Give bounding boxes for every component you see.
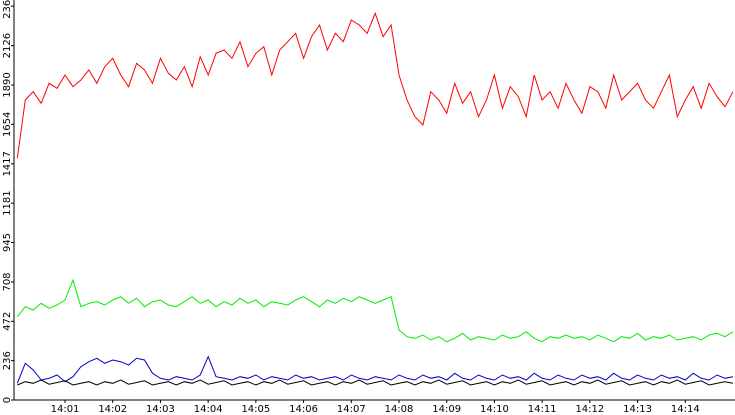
y-tick-label: 1654 xyxy=(2,112,13,137)
y-tick-label: 2126 xyxy=(2,33,13,58)
series-line xyxy=(17,379,734,386)
x-tick-label: 14:09 xyxy=(432,404,461,415)
x-tick-label: 14:11 xyxy=(528,404,557,415)
y-tick-label: 472 xyxy=(2,312,13,331)
x-tick-label: 14:14 xyxy=(671,404,700,415)
series-line xyxy=(16,11,734,159)
x-tick-label: 14:06 xyxy=(289,404,318,415)
x-tick-label: 14:02 xyxy=(98,404,127,415)
y-tick-label: 945 xyxy=(2,233,13,252)
x-tick-label: 14:07 xyxy=(337,404,366,415)
y-tick-label: 236 xyxy=(2,351,13,370)
x-tick-label: 14:13 xyxy=(623,404,652,415)
x-tick-label: 14:12 xyxy=(575,404,604,415)
y-tick-label: 1181 xyxy=(2,190,13,215)
x-tick-label: 14:05 xyxy=(241,404,270,415)
y-tick-label: 1890 xyxy=(2,72,13,97)
x-tick-label: 14:03 xyxy=(146,404,175,415)
x-tick-label: 14:01 xyxy=(51,404,80,415)
y-tick-label: 1417 xyxy=(2,151,13,176)
y-tick-label: 708 xyxy=(2,272,13,291)
series-line xyxy=(16,278,734,343)
series-line xyxy=(16,355,734,384)
y-tick-label: 2363 xyxy=(2,0,13,19)
y-tick-label: 0 xyxy=(2,397,13,403)
x-tick-label: 14:04 xyxy=(194,404,223,415)
x-tick-label: 14:10 xyxy=(480,404,509,415)
x-tick-label: 14:08 xyxy=(385,404,414,415)
